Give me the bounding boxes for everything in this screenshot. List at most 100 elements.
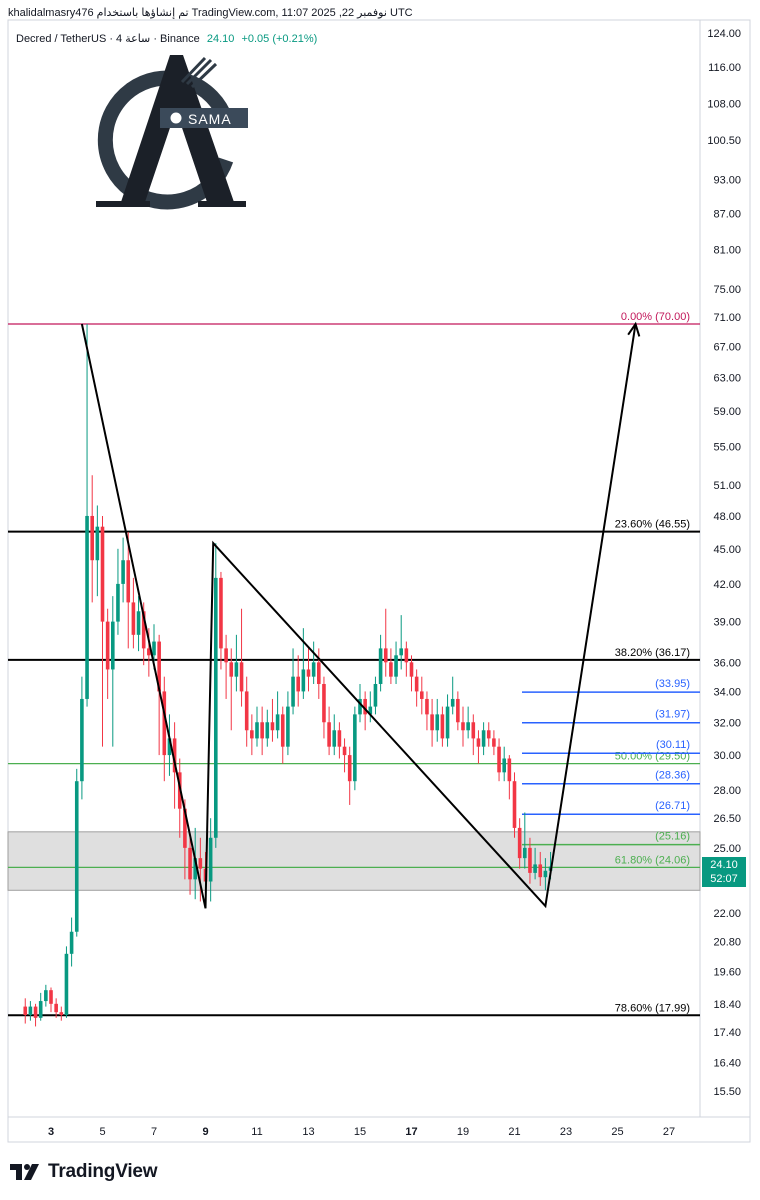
candle-body: [239, 662, 244, 692]
candle-body: [111, 621, 115, 670]
candle-body: [38, 1001, 43, 1018]
y-axis-tick-label: 17.40: [713, 1027, 741, 1039]
last-price: 24.10: [206, 33, 235, 45]
candle-body: [347, 755, 352, 782]
logo-coin-icon: [169, 111, 183, 125]
y-axis-tick-label: 19.60: [713, 967, 741, 979]
symbol-legend[interactable]: Decred / TetherUS · 4 ساعة · Binance 24.…: [16, 32, 317, 45]
candle-body: [378, 648, 383, 684]
y-axis-tick-label: 20.80: [713, 936, 741, 948]
candle-body: [332, 730, 337, 747]
candle-body: [430, 714, 434, 731]
x-axis-tick-label: 5: [99, 1126, 105, 1138]
y-axis-tick-label: 30.00: [713, 750, 741, 762]
target-level-label: (26.71): [655, 800, 690, 812]
candle-body: [497, 746, 501, 773]
y-axis-tick-label: 87.00: [713, 208, 741, 220]
candle-body: [301, 669, 306, 692]
x-axis-ticks: 3 5 7 9 11 13 15 17 19 21 23 25 27: [48, 1126, 675, 1138]
candle-body: [116, 583, 120, 622]
y-axis-ticks: 124.00 116.00 108.00 100.50 93.00 87.00 81.00 7…: [707, 28, 741, 1098]
candle-body: [234, 662, 239, 677]
x-axis-tick-label: 17: [405, 1126, 417, 1138]
candle-body: [172, 738, 177, 773]
candle-body: [466, 722, 470, 731]
candle-body: [167, 738, 172, 756]
candle-body: [286, 706, 290, 747]
candle-body: [311, 662, 316, 677]
candle-body: [296, 676, 300, 692]
candle-body: [275, 714, 280, 731]
candle-body: [507, 758, 512, 782]
candle-body: [450, 698, 455, 707]
candle-body: [265, 722, 270, 739]
fib-level-label: 50.00% (29.50): [615, 751, 690, 763]
candle-body: [461, 722, 465, 731]
tradingview-footer[interactable]: TradingView: [10, 1160, 158, 1184]
target-level-label: (28.36): [655, 770, 690, 782]
x-axis-tick-label: 27: [663, 1126, 675, 1138]
y-axis-tick-label: 48.00: [713, 511, 741, 523]
y-axis-tick-label: 32.00: [713, 717, 741, 729]
candle-body: [476, 738, 481, 747]
y-axis-tick-label: 28.00: [713, 785, 741, 797]
candle-body: [141, 611, 146, 649]
x-axis-tick-label: 9: [202, 1126, 208, 1138]
candle-body: [492, 738, 496, 747]
fib-level-label: 61.80% (24.06): [615, 854, 690, 866]
candle-body: [533, 864, 537, 873]
candle-body: [502, 758, 506, 773]
logo-stripe-3: [190, 62, 218, 89]
tradingview-logo-icon: [10, 1164, 39, 1180]
candle-body: [383, 648, 388, 663]
logo-a-foot-left: [96, 201, 150, 207]
candle-body: [414, 676, 419, 692]
x-axis-tick-label: 25: [611, 1126, 623, 1138]
candle-body: [389, 662, 393, 677]
y-axis-tick-label: 26.50: [713, 813, 741, 825]
candle-body: [420, 691, 424, 699]
candle-body: [250, 730, 254, 739]
current-price-value: 24.10: [710, 859, 738, 871]
y-axis-tick-label: 16.40: [713, 1057, 741, 1069]
plot-frame: [7, 19, 751, 1143]
x-axis-tick-label: 13: [302, 1126, 314, 1138]
y-axis-tick-label: 55.00: [713, 442, 741, 454]
support-zone-layer: [7, 831, 701, 891]
candle-body: [131, 602, 136, 635]
candle-body: [126, 560, 131, 603]
y-axis-tick-label: 45.00: [713, 544, 741, 556]
logo-text: SAMA: [188, 111, 232, 127]
candle-body: [306, 669, 311, 677]
screenshot-caption: khalidalmasry476 تم إنشاؤها باستخدام Tra…: [8, 7, 413, 19]
candle-body: [23, 1006, 28, 1015]
candle-body: [28, 1006, 33, 1015]
candle-body: [523, 847, 527, 859]
candle-body: [373, 683, 378, 707]
logo-stripe-2: [185, 58, 213, 86]
target-level-label: (31.97): [655, 709, 690, 721]
y-axis-tick-label: 100.50: [707, 135, 741, 147]
candle-body: [44, 990, 48, 1002]
candle-body: [471, 722, 476, 739]
y-axis-tick-label: 108.00: [707, 98, 741, 110]
candle-body: [244, 691, 249, 731]
logo-a-foot-right: [198, 201, 246, 207]
y-axis-tick-label: 93.00: [713, 174, 741, 186]
candle-body: [255, 722, 259, 739]
fib-level-label: 0.00% (70.00): [621, 311, 690, 323]
tradingview-wordmark: TradingView: [48, 1161, 158, 1182]
candle-body: [353, 714, 357, 782]
x-axis-tick-label: 7: [151, 1126, 157, 1138]
y-axis-tick-label: 34.00: [713, 686, 741, 698]
candle-body: [260, 722, 264, 739]
y-axis-tick-label: 71.00: [713, 312, 741, 324]
candle-body: [147, 648, 151, 656]
drawn-zigzag-path[interactable]: [80, 323, 637, 909]
candle-body: [100, 526, 105, 622]
candle-body: [538, 864, 543, 878]
y-axis-tick-label: 124.00: [707, 28, 741, 40]
candle-body: [152, 641, 156, 656]
candle-body: [317, 662, 321, 684]
